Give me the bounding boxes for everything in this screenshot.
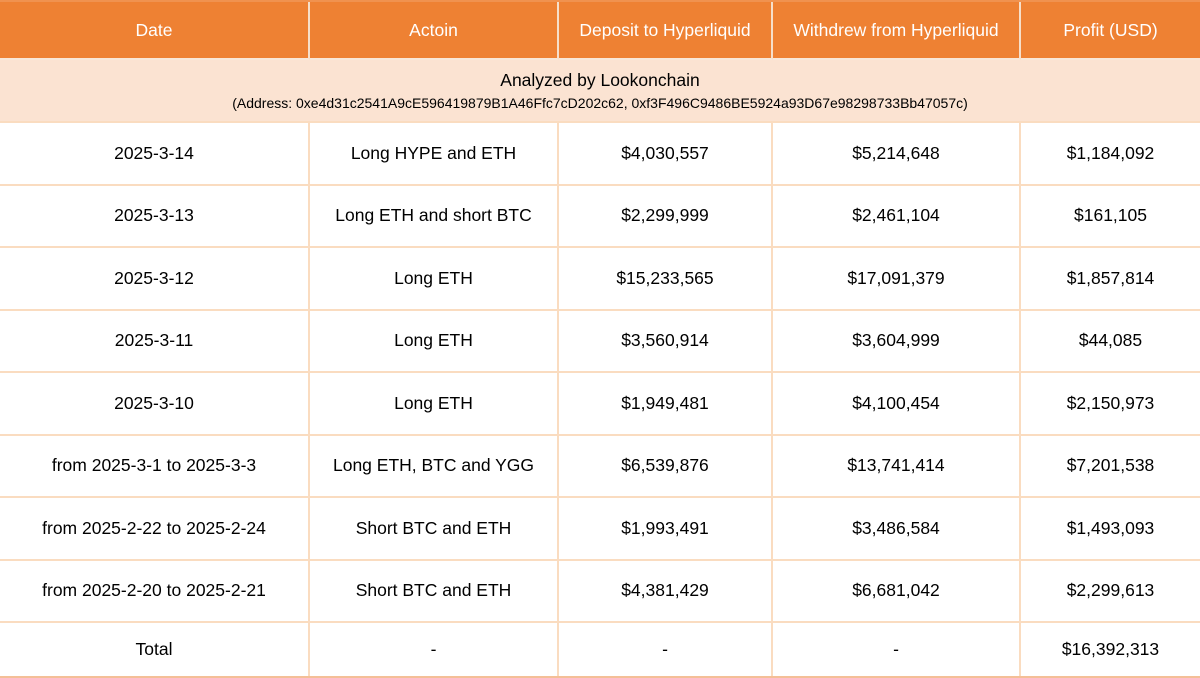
cell-profit: $2,150,973 xyxy=(1021,373,1200,436)
table-header-row: Date Actoin Deposit to Hyperliquid Withd… xyxy=(0,2,1200,60)
cell-profit: $44,085 xyxy=(1021,311,1200,373)
cell-deposit: $3,560,914 xyxy=(559,310,773,373)
cell-withdrew: $3,486,584 xyxy=(773,498,1021,561)
table-row: 2025-3-13 Long ETH and short BTC $2,299,… xyxy=(0,185,1200,248)
cell-date: from 2025-2-20 to 2025-2-21 xyxy=(0,560,310,623)
cell-deposit: $1,949,481 xyxy=(559,373,773,436)
table-row: from 2025-3-1 to 2025-3-3 Long ETH, BTC … xyxy=(0,435,1200,498)
cell-deposit: $1,993,491 xyxy=(559,498,773,561)
table-row: 2025-3-11 Long ETH $3,560,914 $3,604,999… xyxy=(0,310,1200,373)
table-row: 2025-3-12 Long ETH $15,233,565 $17,091,3… xyxy=(0,248,1200,311)
subtitle-band: Analyzed by Lookonchain (Address: 0xe4d3… xyxy=(0,60,1200,123)
cell-date: 2025-3-11 xyxy=(0,310,310,373)
subtitle-title: Analyzed by Lookonchain xyxy=(500,70,700,90)
cell-total-label: Total xyxy=(0,623,310,676)
cell-deposit: - xyxy=(559,623,773,676)
cell-action: Long ETH and short BTC xyxy=(310,185,559,248)
cell-deposit: $4,030,557 xyxy=(559,123,773,186)
column-header-date: Date xyxy=(0,2,310,60)
column-header-profit: Profit (USD) xyxy=(1021,2,1200,60)
cell-withdrew: $17,091,379 xyxy=(773,248,1021,311)
cell-deposit: $15,233,565 xyxy=(559,248,773,311)
column-header-deposit: Deposit to Hyperliquid xyxy=(559,2,773,60)
cell-action: Short BTC and ETH xyxy=(310,498,559,561)
cell-profit: $1,184,092 xyxy=(1021,123,1200,186)
cell-date: 2025-3-10 xyxy=(0,373,310,436)
cell-deposit: $2,299,999 xyxy=(559,185,773,248)
subtitle-address: (Address: 0xe4d31c2541A9cE596419879B1A46… xyxy=(232,95,968,111)
cell-withdrew: $2,461,104 xyxy=(773,185,1021,248)
cell-date: 2025-3-12 xyxy=(0,248,310,311)
cell-action: Long HYPE and ETH xyxy=(310,123,559,186)
cell-action: Long ETH, BTC and YGG xyxy=(310,435,559,498)
cell-date: from 2025-3-1 to 2025-3-3 xyxy=(0,435,310,498)
cell-profit: $1,857,814 xyxy=(1021,248,1200,311)
column-header-withdrew: Withdrew from Hyperliquid xyxy=(773,2,1021,60)
cell-deposit: $6,539,876 xyxy=(559,435,773,498)
cell-withdrew: $6,681,042 xyxy=(773,560,1021,623)
table-row: 2025-3-14 Long HYPE and ETH $4,030,557 $… xyxy=(0,123,1200,186)
cell-profit: $7,201,538 xyxy=(1021,436,1200,498)
cell-action: Long ETH xyxy=(310,310,559,373)
cell-profit: $2,299,613 xyxy=(1021,561,1200,623)
table-total-row: Total - - - $16,392,313 xyxy=(0,623,1200,676)
cell-total-profit: $16,392,313 xyxy=(1061,639,1160,659)
cell-date: 2025-3-14 xyxy=(0,123,310,186)
cell-action: Long ETH xyxy=(310,373,559,436)
table-row: from 2025-2-20 to 2025-2-21 Short BTC an… xyxy=(0,560,1200,623)
cell-date: 2025-3-13 xyxy=(0,185,310,248)
cell-profit: $1,493,093 xyxy=(1021,498,1200,561)
table-row: from 2025-2-22 to 2025-2-24 Short BTC an… xyxy=(0,498,1200,561)
cell-withdrew: - xyxy=(773,623,1021,676)
table-row: 2025-3-10 Long ETH $1,949,481 $4,100,454… xyxy=(0,373,1200,436)
cell-action: - xyxy=(310,623,559,676)
cell-date: from 2025-2-22 to 2025-2-24 xyxy=(0,498,310,561)
cell-withdrew: $4,100,454 xyxy=(773,373,1021,436)
cell-withdrew: $13,741,414 xyxy=(773,435,1021,498)
cell-profit: $161,105 xyxy=(1021,186,1200,248)
column-header-action: Actoin xyxy=(310,2,559,60)
cell-deposit: $4,381,429 xyxy=(559,560,773,623)
cell-withdrew: $3,604,999 xyxy=(773,310,1021,373)
cell-withdrew: $5,214,648 xyxy=(773,123,1021,186)
cell-action: Long ETH xyxy=(310,248,559,311)
cell-action: Short BTC and ETH xyxy=(310,560,559,623)
